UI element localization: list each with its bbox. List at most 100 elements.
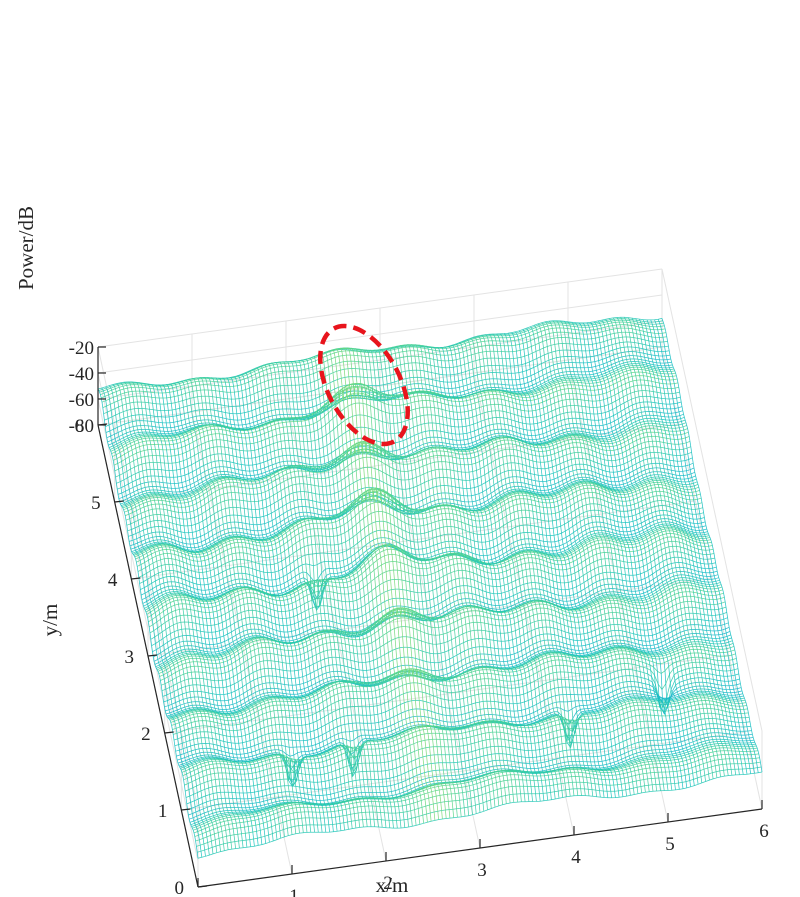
y-tick-mark [114, 500, 124, 503]
mesh-column [120, 382, 221, 852]
mesh-column [440, 347, 541, 802]
mesh-column [165, 384, 267, 844]
mesh-column [150, 384, 251, 847]
mesh-row [197, 766, 762, 853]
x-tick-label: 5 [665, 834, 675, 855]
y-tick-label: 3 [125, 647, 135, 668]
mesh-column [582, 322, 684, 789]
mesh-column [541, 322, 643, 793]
mesh-column [169, 383, 270, 843]
y-tick-label: 0 [175, 878, 185, 897]
mesh-column [282, 361, 383, 828]
mesh-column [330, 349, 432, 822]
mesh-column [161, 384, 263, 845]
mesh-column [455, 343, 556, 800]
grid-line [164, 654, 729, 734]
mesh-column [278, 361, 379, 828]
mesh-column [237, 375, 338, 832]
mesh-column [368, 349, 470, 816]
mesh-column [462, 340, 564, 798]
mesh-column [518, 330, 620, 798]
x-tick-label: 2 [383, 873, 393, 894]
mesh-column [526, 327, 627, 797]
mesh-column [485, 334, 586, 796]
mesh-column [447, 346, 549, 801]
mesh-column [620, 317, 721, 777]
mesh-column [458, 342, 560, 799]
mesh-column [176, 381, 278, 840]
axis-lines [97, 346, 763, 888]
y-axis-label: y/m [38, 604, 62, 637]
mesh-column [248, 370, 349, 830]
mesh-column [560, 320, 661, 791]
mesh-column [240, 374, 342, 831]
x-axis-label: x/m [376, 873, 409, 897]
mesh-column [349, 347, 451, 819]
mesh-column [537, 323, 639, 794]
y-tick-mark [197, 885, 208, 888]
mesh-column [496, 333, 597, 797]
mesh-column [285, 361, 387, 828]
mesh-column [556, 320, 658, 792]
mesh-column [432, 346, 533, 802]
mesh-column [315, 354, 417, 826]
mesh-column [338, 347, 439, 820]
y-tick-mark [131, 577, 141, 580]
mesh-column [312, 356, 413, 827]
x-tick-label: 3 [477, 860, 487, 881]
mesh-column [488, 333, 590, 796]
grid-line [181, 731, 746, 811]
z-tick-label: -20 [69, 338, 94, 359]
mesh-column [586, 322, 688, 788]
mesh-column [473, 336, 575, 796]
mesh-column [571, 321, 673, 791]
mesh-column [593, 321, 695, 786]
mesh-column [142, 382, 244, 848]
mesh-column [300, 359, 402, 829]
mesh-column [345, 347, 447, 819]
y-tick-label: 6 [75, 416, 85, 437]
mesh-column [545, 321, 646, 793]
mesh-column [624, 317, 725, 777]
mesh-column [214, 377, 315, 833]
mesh-column [323, 351, 424, 824]
z-tick-label: -40 [69, 364, 94, 385]
mesh-row [185, 718, 751, 798]
mesh-column [135, 381, 236, 849]
mesh-column [191, 378, 293, 835]
mesh-column [477, 335, 579, 796]
mesh-column [270, 362, 372, 827]
mesh-column [105, 386, 206, 857]
mesh-column [657, 319, 759, 773]
mesh-column [252, 369, 353, 829]
z-tick-label: -60 [69, 390, 94, 411]
mesh-column [605, 319, 706, 782]
mesh-column [124, 381, 225, 851]
mesh-column [173, 382, 274, 842]
z-tick-label: -80 [69, 416, 94, 437]
mesh-column [131, 381, 233, 850]
mesh-column [139, 382, 240, 849]
mesh-column [342, 347, 443, 820]
annotation-ellipse [318, 323, 410, 447]
mesh-column [436, 347, 537, 802]
mesh-column [225, 377, 327, 833]
mesh-column [639, 318, 740, 775]
grid-line [661, 268, 763, 732]
x-tick-label: 4 [571, 847, 581, 868]
z-tick-labels: -80 -60 -40 -20 [69, 338, 94, 437]
mesh-column [616, 317, 718, 778]
mesh-column [661, 318, 763, 773]
mesh-column [443, 346, 545, 801]
mesh-column [289, 361, 391, 828]
mesh-column [218, 377, 319, 833]
mesh-column [548, 320, 650, 792]
mesh-column [631, 317, 733, 776]
mesh-column [229, 377, 330, 833]
mesh-column [184, 379, 285, 837]
mesh-column [127, 381, 229, 850]
y-tick-mark [147, 654, 158, 657]
mesh-column [503, 333, 605, 798]
